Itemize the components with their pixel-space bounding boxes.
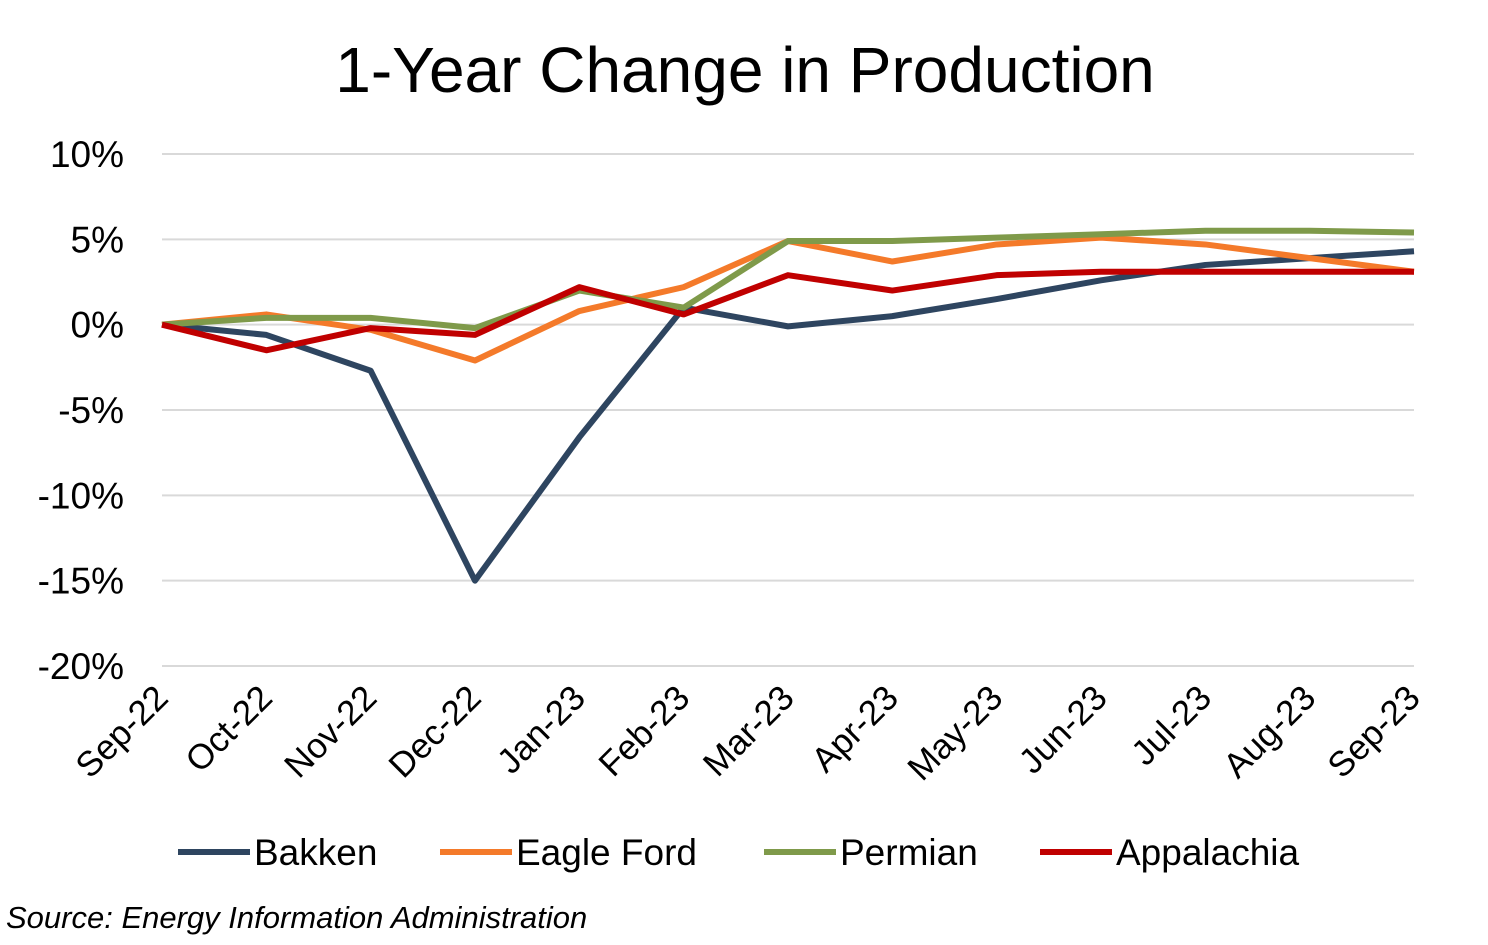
- legend-item: Permian: [764, 832, 978, 873]
- x-tick-label: Feb-23: [591, 678, 697, 784]
- legend-item: Appalachia: [1040, 832, 1300, 873]
- x-tick-label: May-23: [900, 678, 1010, 788]
- legend-label: Eagle Ford: [516, 832, 697, 873]
- y-tick-label: -15%: [38, 561, 124, 602]
- chart-title: 1-Year Change in Production: [335, 34, 1155, 106]
- x-tick-label: Jun-23: [1011, 678, 1114, 781]
- x-tick-label: Oct-22: [178, 678, 280, 780]
- x-tick-label: Jul-23: [1124, 678, 1219, 773]
- legend-label: Appalachia: [1116, 832, 1300, 873]
- x-tick-label: Mar-23: [696, 678, 802, 784]
- y-tick-label: -10%: [38, 475, 124, 516]
- series-line-eagle-ford: [161, 234, 1415, 364]
- x-tick-label: Jan-23: [490, 678, 593, 781]
- legend-item: Eagle Ford: [440, 832, 697, 873]
- source-note: Source: Energy Information Administratio…: [6, 900, 587, 935]
- y-tick-label: 0%: [71, 305, 124, 346]
- y-tick-label: -5%: [58, 390, 124, 431]
- legend-item: Bakken: [178, 832, 377, 873]
- legend-label: Permian: [840, 832, 978, 873]
- x-tick-label: Nov-22: [277, 678, 384, 785]
- x-tick-label: Aug-23: [1216, 678, 1323, 785]
- x-tick-label: Apr-23: [804, 678, 906, 780]
- series-line-permian: [161, 227, 1415, 332]
- y-tick-label: 5%: [71, 219, 124, 260]
- x-tick-label: Sep-23: [1320, 678, 1427, 785]
- y-tick-label: -20%: [38, 646, 124, 687]
- legend-label: Bakken: [254, 832, 377, 873]
- y-tick-label: 10%: [50, 134, 124, 175]
- series-line-bakken: [161, 248, 1415, 584]
- x-tick-label: Sep-22: [68, 678, 175, 785]
- x-tick-label: Dec-22: [381, 678, 488, 785]
- series-line-appalachia: [161, 268, 1414, 354]
